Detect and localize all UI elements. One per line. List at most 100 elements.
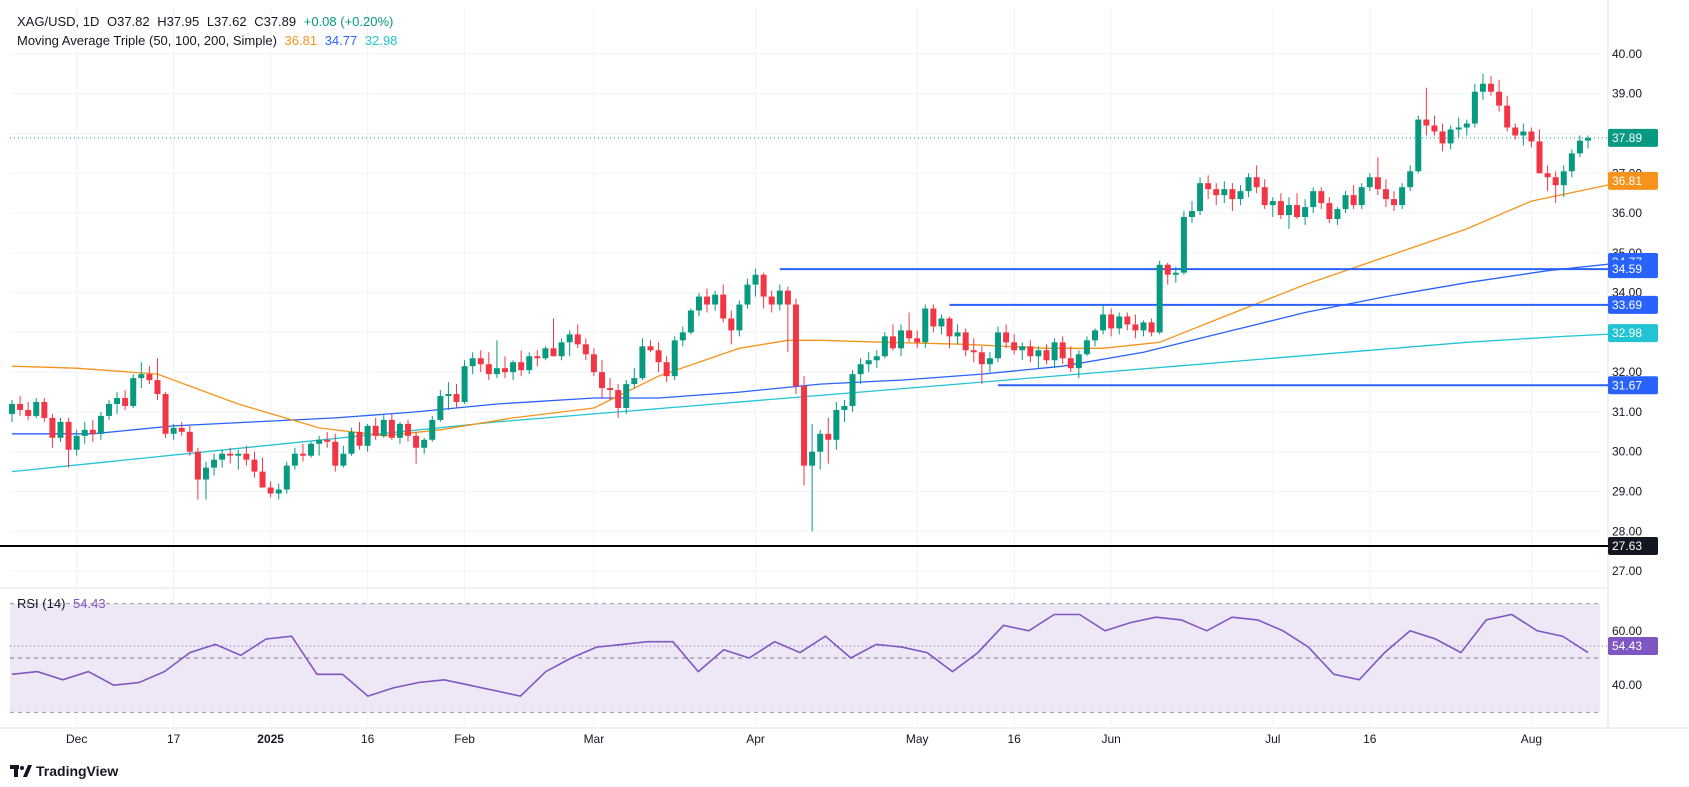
candle: [841, 400, 848, 422]
candle: [469, 352, 476, 375]
candle: [308, 441, 315, 458]
candle: [57, 417, 64, 442]
candle: [1496, 79, 1503, 112]
candle-body: [712, 294, 719, 305]
candle: [493, 340, 500, 379]
candle-body: [405, 423, 412, 436]
candle: [1148, 318, 1155, 337]
candle: [1585, 135, 1591, 149]
candle-body: [914, 338, 921, 343]
candle-body: [623, 384, 630, 408]
candle-body: [857, 364, 864, 375]
candle-body: [41, 401, 48, 418]
candle-body: [582, 344, 589, 355]
candle: [1067, 346, 1074, 373]
time-axis-tick-label: 16: [1007, 732, 1021, 746]
candle-body: [1229, 189, 1236, 200]
candle: [849, 370, 856, 412]
candle: [1463, 119, 1470, 136]
candle: [1051, 338, 1058, 369]
time-axis-tick-label: 2025: [257, 732, 284, 746]
candle-body: [962, 332, 969, 351]
candle-body: [930, 308, 937, 327]
candle-body: [873, 356, 880, 361]
candle-body: [1576, 140, 1583, 154]
candle-body: [1180, 217, 1187, 273]
candle-body: [736, 304, 743, 331]
candle-body: [1544, 173, 1551, 178]
candle: [356, 421, 363, 450]
candle: [1140, 320, 1147, 337]
candle: [1294, 193, 1301, 220]
candle: [1043, 344, 1050, 365]
ma200-line: [11, 332, 1629, 473]
candle: [332, 433, 339, 472]
candle: [881, 332, 888, 359]
candle-body: [283, 465, 290, 490]
candle-body: [1471, 91, 1478, 124]
candle-body: [1277, 201, 1284, 216]
candle: [784, 286, 791, 353]
candle-body: [154, 380, 161, 395]
candle: [1027, 340, 1034, 363]
candle: [1528, 127, 1535, 148]
candle: [364, 423, 371, 452]
rsi-line: [11, 613, 1589, 697]
candle-body: [57, 421, 64, 438]
candle: [235, 449, 242, 470]
candle-body: [1188, 211, 1195, 218]
candle-body: [1310, 191, 1317, 208]
candle-body: [687, 310, 694, 333]
tradingview-watermark[interactable]: TradingView: [10, 763, 118, 779]
candle-body: [849, 374, 856, 406]
candle-body: [421, 439, 428, 448]
candle-body: [898, 330, 905, 349]
candle-body: [744, 284, 751, 305]
candle: [1455, 117, 1462, 138]
candle-body: [17, 403, 24, 410]
time-axis-tick-label: 17: [167, 732, 181, 746]
candle-body: [275, 489, 282, 494]
candle: [946, 316, 953, 349]
candle-body: [760, 274, 767, 297]
price-label-bg: [1608, 295, 1658, 314]
candle-body: [1172, 272, 1179, 275]
candle: [889, 324, 896, 351]
candle-body: [1027, 346, 1034, 357]
candle-body: [485, 364, 492, 375]
price-axis-tick-label: 39.00: [1612, 87, 1642, 101]
candle-body: [1520, 131, 1527, 136]
candle-body: [1140, 322, 1147, 331]
candle-body: [906, 330, 913, 339]
candle: [73, 429, 80, 456]
candle: [647, 340, 654, 353]
candle: [720, 284, 727, 323]
candle-body: [453, 394, 460, 402]
candle: [1382, 179, 1389, 208]
price-label-bg: [1608, 376, 1658, 395]
candle: [623, 380, 630, 414]
price-label-badge: 37.89: [1608, 128, 1658, 147]
candle-body: [598, 372, 605, 389]
candle: [243, 445, 250, 466]
candle-body: [1415, 119, 1422, 172]
candle: [1544, 165, 1551, 192]
time-axis-tick-label: 16: [361, 732, 375, 746]
price-axis-tick-label: 31.00: [1612, 405, 1642, 419]
candle: [1576, 135, 1583, 158]
candle-body: [1285, 205, 1292, 216]
candle-body: [1488, 83, 1495, 92]
candle: [114, 392, 121, 414]
rsi-legend: RSI (14) 54.43: [17, 596, 110, 611]
candle: [138, 362, 145, 389]
candle: [380, 413, 387, 438]
candle-body: [1512, 127, 1519, 136]
candle-body: [784, 290, 791, 305]
candle: [1366, 173, 1373, 192]
candle: [429, 415, 436, 442]
candle-body: [356, 431, 363, 446]
candle-body: [178, 427, 185, 432]
candle: [534, 350, 541, 367]
candle: [146, 366, 153, 385]
